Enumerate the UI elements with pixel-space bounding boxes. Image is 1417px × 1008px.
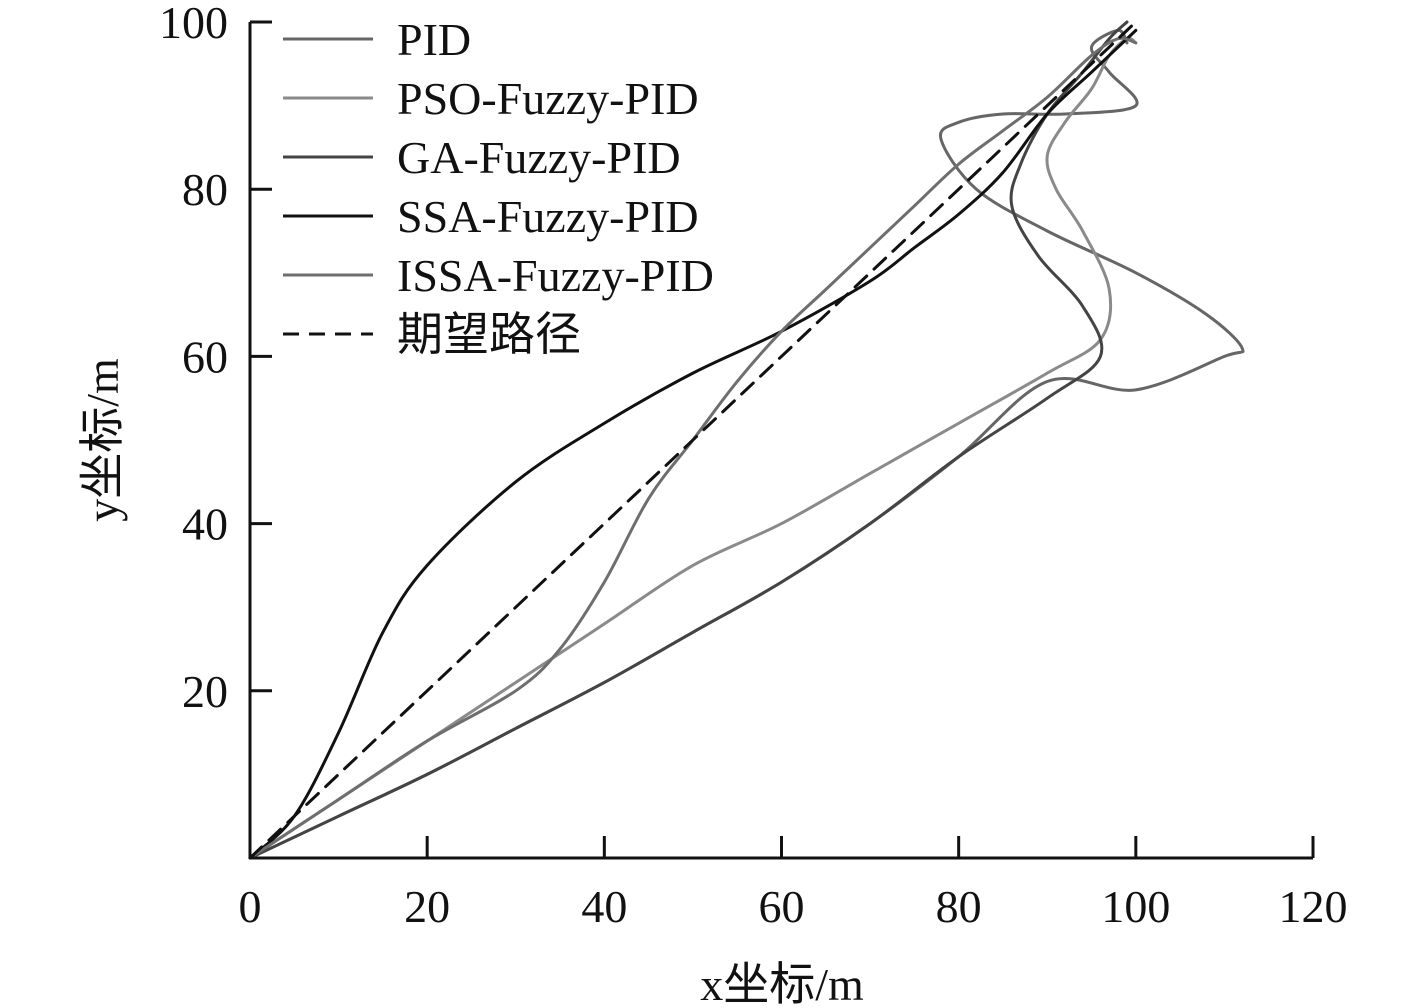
series-line-1 xyxy=(248,36,1138,860)
x-tick-label: 20 xyxy=(404,881,450,932)
legend-label-3: SSA-Fuzzy-PID xyxy=(397,191,699,242)
series-line-3 xyxy=(248,28,1138,860)
x-tick-label: 100 xyxy=(1101,881,1170,932)
legend: PID PSO-Fuzzy-PID GA-Fuzzy-PID SSA-Fuzzy-PI… xyxy=(283,14,714,360)
x-axis-label: x坐标/m xyxy=(700,959,864,1008)
x-tick-label: 40 xyxy=(581,881,627,932)
y-axis-label: y坐标/m xyxy=(77,358,128,522)
y-tick-label: 40 xyxy=(182,499,228,550)
legend-label-0: PID xyxy=(397,14,471,65)
y-tick-label: 100 xyxy=(159,0,228,48)
y-tick-label: 80 xyxy=(182,164,228,215)
y-tick-label: 20 xyxy=(182,666,228,717)
series-line-4 xyxy=(248,36,1138,860)
x-tick-label: 0 xyxy=(239,881,262,932)
series-line-2 xyxy=(248,20,1129,860)
x-tick-label: 120 xyxy=(1279,881,1348,932)
x-tick-label: 80 xyxy=(936,881,982,932)
legend-label-5: 期望路径 xyxy=(397,309,581,360)
legend-label-4: ISSA-Fuzzy-PID xyxy=(397,250,714,301)
series-line-5 xyxy=(248,20,1138,860)
legend-label-2: GA-Fuzzy-PID xyxy=(397,132,681,183)
x-tick-label: 60 xyxy=(759,881,805,932)
axes: 0 20 40 60 80 100 120 20 40 60 80 100 xyxy=(159,0,1348,932)
legend-label-1: PSO-Fuzzy-PID xyxy=(397,73,699,124)
y-tick-label: 60 xyxy=(182,331,228,382)
plot-lines xyxy=(248,20,1245,860)
